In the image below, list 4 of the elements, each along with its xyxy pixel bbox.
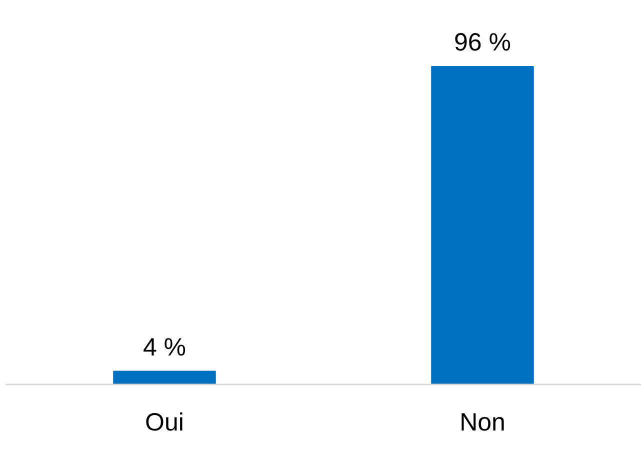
x-tick-label: Oui <box>145 408 184 436</box>
data-label: 96 % <box>454 28 511 56</box>
data-label: 4 % <box>142 333 186 362</box>
x-tick-label: Non <box>460 408 506 436</box>
